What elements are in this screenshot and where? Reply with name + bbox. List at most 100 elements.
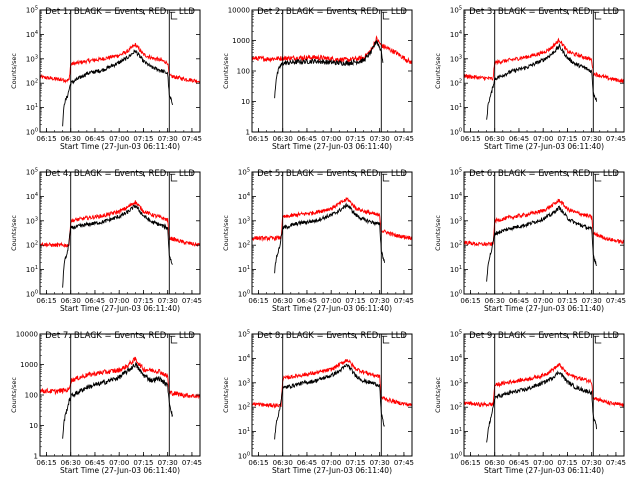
panel-title: Det 6: BLACK = Events, RED = LLD (469, 169, 619, 179)
y-tick-label: 101 (450, 265, 462, 274)
y-axis-label: Counts/sec (10, 53, 18, 89)
y-tick-label: 100 (450, 290, 462, 299)
y-tick-label: 103 (450, 378, 462, 387)
x-tick-label: 06:45 (297, 297, 317, 305)
x-tick-label: 07:45 (394, 297, 414, 305)
y-axis-label: Counts/sec (10, 215, 18, 251)
x-tick-label: 07:15 (345, 297, 365, 305)
y-tick-label: 10 (241, 98, 250, 106)
bracket-marker (594, 12, 602, 20)
bracket-marker (382, 174, 390, 182)
x-tick-label: 07:45 (394, 135, 414, 143)
x-tick-label: 06:15 (460, 135, 480, 143)
y-tick-label: 104 (450, 30, 462, 39)
bracket-marker (594, 174, 602, 182)
lld-series-line (40, 356, 200, 400)
events-series-line (274, 39, 384, 99)
y-tick-label: 101 (26, 265, 38, 274)
x-tick-label: 06:30 (485, 297, 505, 305)
x-axis-label: Start Time (27-Jun-03 06:11:40) (484, 142, 604, 151)
panel-det-3: Det 3: BLACK = Events, RED = LLD 06:15 06:… (434, 6, 626, 152)
y-tick-label: 100 (26, 290, 38, 299)
panel-det-5: Det 5: BLACK = Events, RED = LLD 06:15 06:… (222, 168, 414, 314)
x-tick-label: 07:15 (133, 135, 153, 143)
y-tick-label: 105 (26, 6, 38, 15)
x-tick-label: 06:45 (509, 135, 529, 143)
y-axis-label: Counts/sec (434, 215, 442, 251)
plot-frame (251, 333, 413, 457)
y-tick-label: 105 (450, 168, 462, 177)
y-axis-label: Counts/sec (10, 377, 18, 413)
x-tick-label: 06:15 (248, 459, 268, 467)
panel-title: Det 5: BLACK = Events, RED = LLD (257, 169, 407, 179)
y-tick-label: 104 (238, 192, 250, 201)
y-tick-label: 100 (450, 452, 462, 461)
panel-det-1: Det 1: BLACK = Events, RED = LLD 06:15 06:… (10, 6, 202, 152)
y-axis-label: Counts/sec (434, 377, 442, 413)
x-tick-label: 07:45 (182, 135, 202, 143)
y-tick-label: 10 (29, 422, 38, 430)
x-tick-label: 06:15 (460, 297, 480, 305)
events-series-line (62, 361, 173, 439)
plot-frame (463, 9, 625, 133)
x-tick-label: 07:45 (182, 459, 202, 467)
plot-frame (39, 9, 201, 133)
x-tick-label: 07:15 (345, 135, 365, 143)
y-tick-label: 10000 (228, 7, 250, 15)
x-axis-label: Start Time (27-Jun-03 06:11:40) (60, 304, 180, 313)
y-tick-label: 100 (237, 68, 250, 76)
y-tick-label: 104 (238, 354, 250, 363)
panel-det-6: Det 6: BLACK = Events, RED = LLD 06:15 06:… (434, 168, 626, 314)
y-tick-label: 104 (450, 192, 462, 201)
plot-frame (463, 333, 625, 457)
plot-frame (463, 171, 625, 295)
y-tick-label: 1 (246, 129, 250, 137)
panel-title: Det 8: BLACK = Events, RED = LLD (257, 331, 407, 341)
plot-frame (39, 171, 201, 295)
y-tick-label: 105 (238, 330, 250, 339)
x-tick-label: 07:00 (533, 459, 553, 467)
panel-det-7: Det 7: BLACK = Events, RED = LLD 06:15 06:… (10, 331, 202, 476)
x-tick-label: 06:30 (61, 135, 81, 143)
x-tick-label: 07:45 (606, 297, 626, 305)
y-tick-label: 1 (34, 453, 38, 461)
x-tick-label: 06:45 (509, 297, 529, 305)
panel-title: Det 4: BLACK = Events, RED = LLD (45, 169, 195, 179)
x-tick-label: 07:45 (606, 135, 626, 143)
lld-series-line (252, 35, 412, 65)
x-tick-label: 07:00 (321, 459, 341, 467)
y-tick-label: 102 (450, 241, 462, 250)
panel-title: Det 7: BLACK = Events, RED = LLD (45, 331, 195, 341)
x-tick-label: 06:45 (509, 459, 529, 467)
y-tick-label: 103 (450, 216, 462, 225)
x-axis-label: Start Time (27-Jun-03 06:11:40) (60, 466, 180, 475)
x-tick-label: 06:15 (460, 459, 480, 467)
panel-title: Det 9: BLACK = Events, RED = LLD (469, 331, 619, 341)
x-tick-label: 07:30 (158, 135, 178, 143)
x-tick-label: 07:45 (606, 459, 626, 467)
x-tick-label: 07:30 (582, 459, 602, 467)
panel-title: Det 3: BLACK = Events, RED = LLD (469, 7, 619, 17)
y-tick-label: 1000 (232, 37, 250, 45)
lld-series-line (40, 200, 200, 248)
lld-series-line (40, 42, 200, 85)
x-tick-label: 07:00 (109, 135, 129, 143)
y-tick-label: 104 (26, 30, 38, 39)
x-tick-label: 07:15 (557, 297, 577, 305)
events-series-line (274, 202, 385, 274)
y-tick-label: 102 (26, 241, 38, 250)
x-tick-label: 06:15 (248, 135, 268, 143)
y-tick-label: 103 (238, 378, 250, 387)
plot-frame (251, 9, 413, 133)
x-tick-label: 07:00 (109, 459, 129, 467)
lld-series-line (464, 198, 624, 247)
y-tick-label: 1000 (20, 361, 38, 369)
y-axis-label: Counts/sec (434, 53, 442, 89)
x-axis-label: Start Time (27-Jun-03 06:11:40) (60, 142, 180, 151)
events-series-line (62, 49, 173, 127)
x-tick-label: 06:15 (248, 297, 268, 305)
y-tick-label: 103 (26, 54, 38, 63)
y-tick-label: 101 (450, 427, 462, 436)
bracket-marker (594, 336, 602, 344)
y-tick-label: 105 (26, 168, 38, 177)
